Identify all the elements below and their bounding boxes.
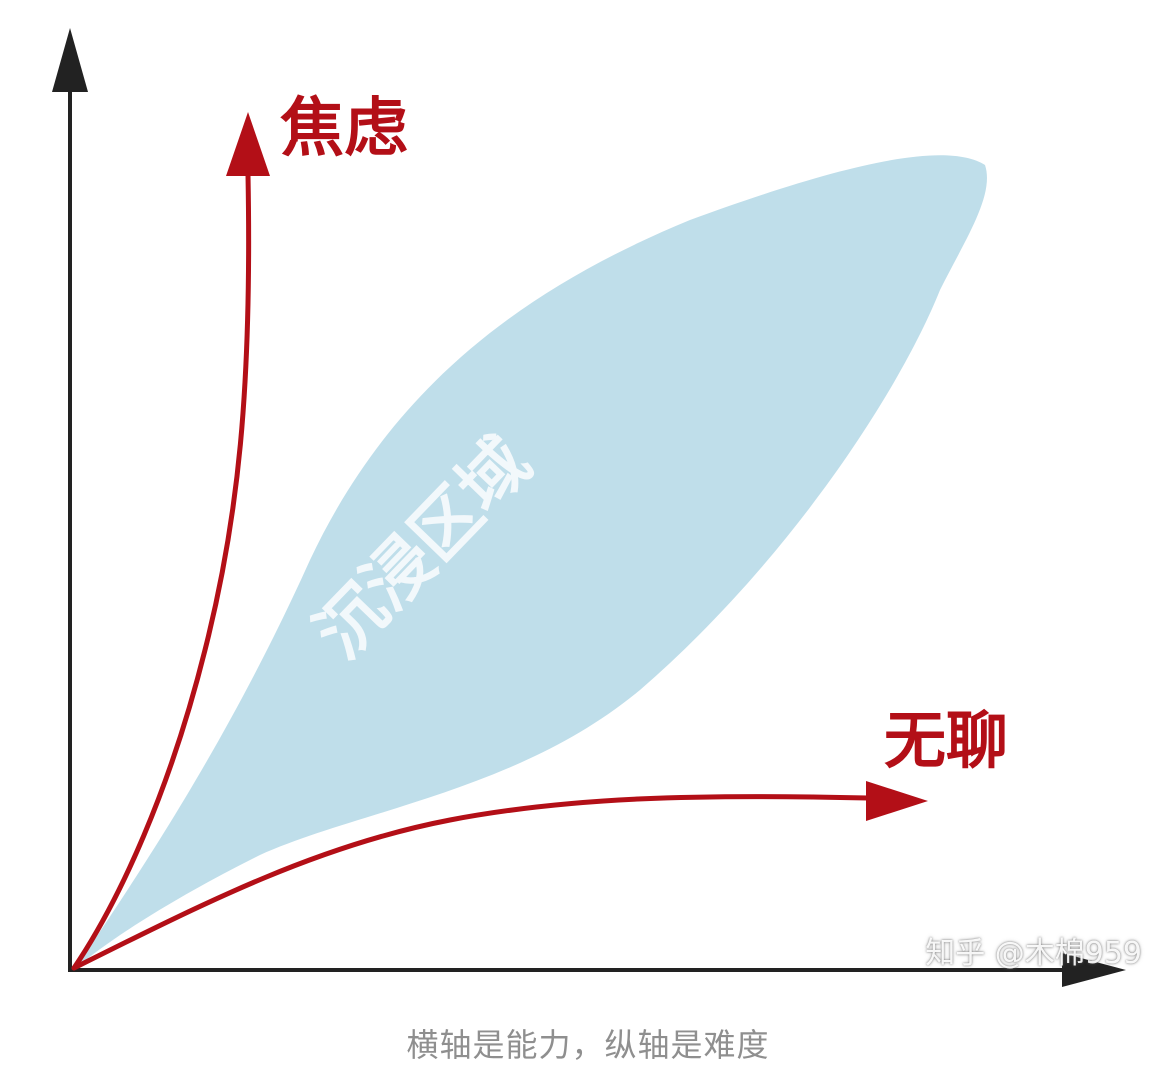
caption: 横轴是能力，纵轴是难度 xyxy=(406,1026,770,1064)
anxiety-arrow-head xyxy=(226,112,270,176)
boredom-label: 无聊 xyxy=(884,704,1008,777)
boredom-arrow-head xyxy=(866,781,928,821)
anxiety-label: 焦虑 xyxy=(280,92,408,166)
boredom-curve xyxy=(71,794,871,971)
x-axis-arrow xyxy=(1062,953,1126,987)
y-axis-arrow xyxy=(52,28,88,92)
watermark: 知乎 @木棉959 xyxy=(925,936,1142,971)
flow-zone-area xyxy=(76,155,987,969)
flow-diagram-svg: 焦虑 无聊 沉浸区域 xyxy=(52,28,1126,987)
anxiety-curve xyxy=(71,172,252,971)
flow-diagram: 焦虑 无聊 沉浸区域 xyxy=(52,28,1126,987)
